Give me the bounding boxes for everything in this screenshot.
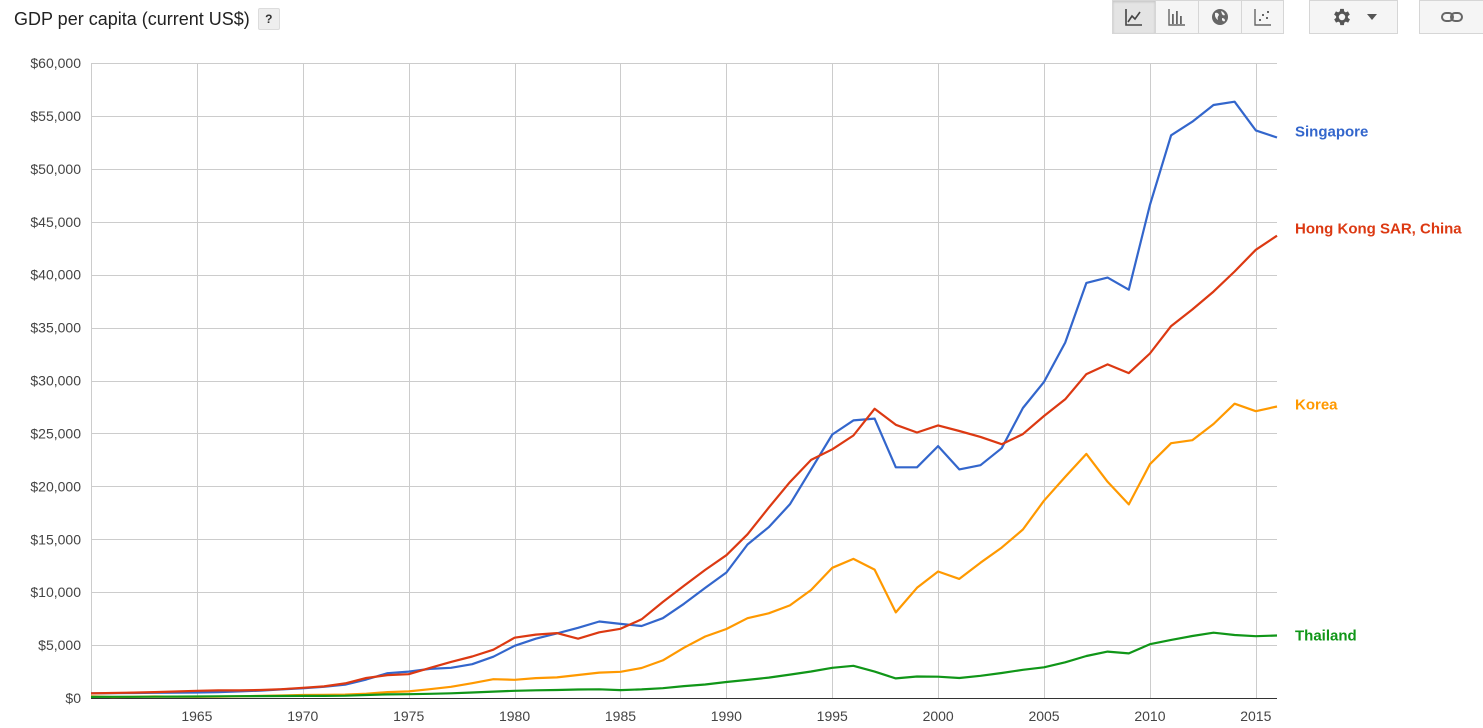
series-line-korea: [90, 402, 1278, 699]
map-view-button[interactable]: [1198, 0, 1241, 34]
bar-chart-icon: [1168, 9, 1185, 26]
y-tick-label: $55,000: [30, 108, 81, 124]
chart-title-text: GDP per capita (current US$): [14, 8, 250, 29]
series-line-hong-kong-sar-china: [90, 234, 1278, 695]
x-tick-label: 2005: [1028, 708, 1059, 724]
caret-down-icon: [1366, 14, 1377, 20]
series-line-thailand: [90, 631, 1278, 699]
settings-button[interactable]: [1309, 0, 1398, 34]
bar-chart-button[interactable]: [1155, 0, 1198, 34]
y-tick-label: $50,000: [30, 161, 81, 177]
x-tick-label: 2015: [1240, 708, 1271, 724]
y-tick-label: $40,000: [30, 267, 81, 283]
x-tick-label: 2010: [1134, 708, 1165, 724]
scatter-chart-button[interactable]: [1241, 0, 1284, 34]
chart-type-toolbar: [1112, 0, 1284, 34]
line-chart-icon: [1125, 9, 1142, 26]
gear-icon: [1333, 8, 1350, 26]
link-icon: [1440, 12, 1463, 22]
help-button[interactable]: ?: [257, 8, 280, 30]
axis-labels: $0 $5,000 $10,000 $15,000 $20,000 $25,000 $30,…: [30, 55, 1271, 724]
chart-title: GDP per capita (current US$) ?: [14, 8, 280, 30]
y-tick-label: $0: [65, 690, 81, 706]
x-tick-label: 2000: [923, 708, 954, 724]
grid-lines: [91, 63, 1277, 699]
series-end-label: Korea: [1295, 397, 1338, 414]
y-tick-label: $10,000: [30, 584, 81, 600]
series-lines: [90, 100, 1278, 699]
x-tick-label: 1965: [181, 708, 212, 724]
scatter-chart-icon: [1253, 9, 1271, 26]
x-tick-label: 1995: [817, 708, 848, 724]
y-tick-label: $5,000: [38, 637, 81, 653]
x-tick-label: 1985: [605, 708, 636, 724]
y-tick-label: $20,000: [30, 478, 81, 494]
y-tick-label: $35,000: [30, 320, 81, 336]
y-tick-label: $45,000: [30, 214, 81, 230]
series-end-label: Singapore: [1295, 124, 1368, 141]
series-labels: Singapore Hong Kong SAR, China Korea Thaila…: [1295, 124, 1462, 645]
line-chart-button[interactable]: [1112, 0, 1155, 34]
y-tick-label: $60,000: [30, 55, 81, 71]
globe-icon: [1212, 9, 1228, 25]
y-tick-label: $15,000: [30, 531, 81, 547]
series-line-singapore: [90, 100, 1278, 695]
y-tick-label: $30,000: [30, 373, 81, 389]
share-link-button[interactable]: [1419, 0, 1483, 34]
x-tick-label: 1970: [287, 708, 318, 724]
x-tick-label: 1975: [393, 708, 424, 724]
series-end-label: Thailand: [1295, 627, 1357, 644]
x-tick-label: 1980: [499, 708, 530, 724]
x-tick-label: 1990: [711, 708, 742, 724]
y-tick-label: $25,000: [30, 425, 81, 441]
series-end-label: Hong Kong SAR, China: [1295, 221, 1462, 238]
